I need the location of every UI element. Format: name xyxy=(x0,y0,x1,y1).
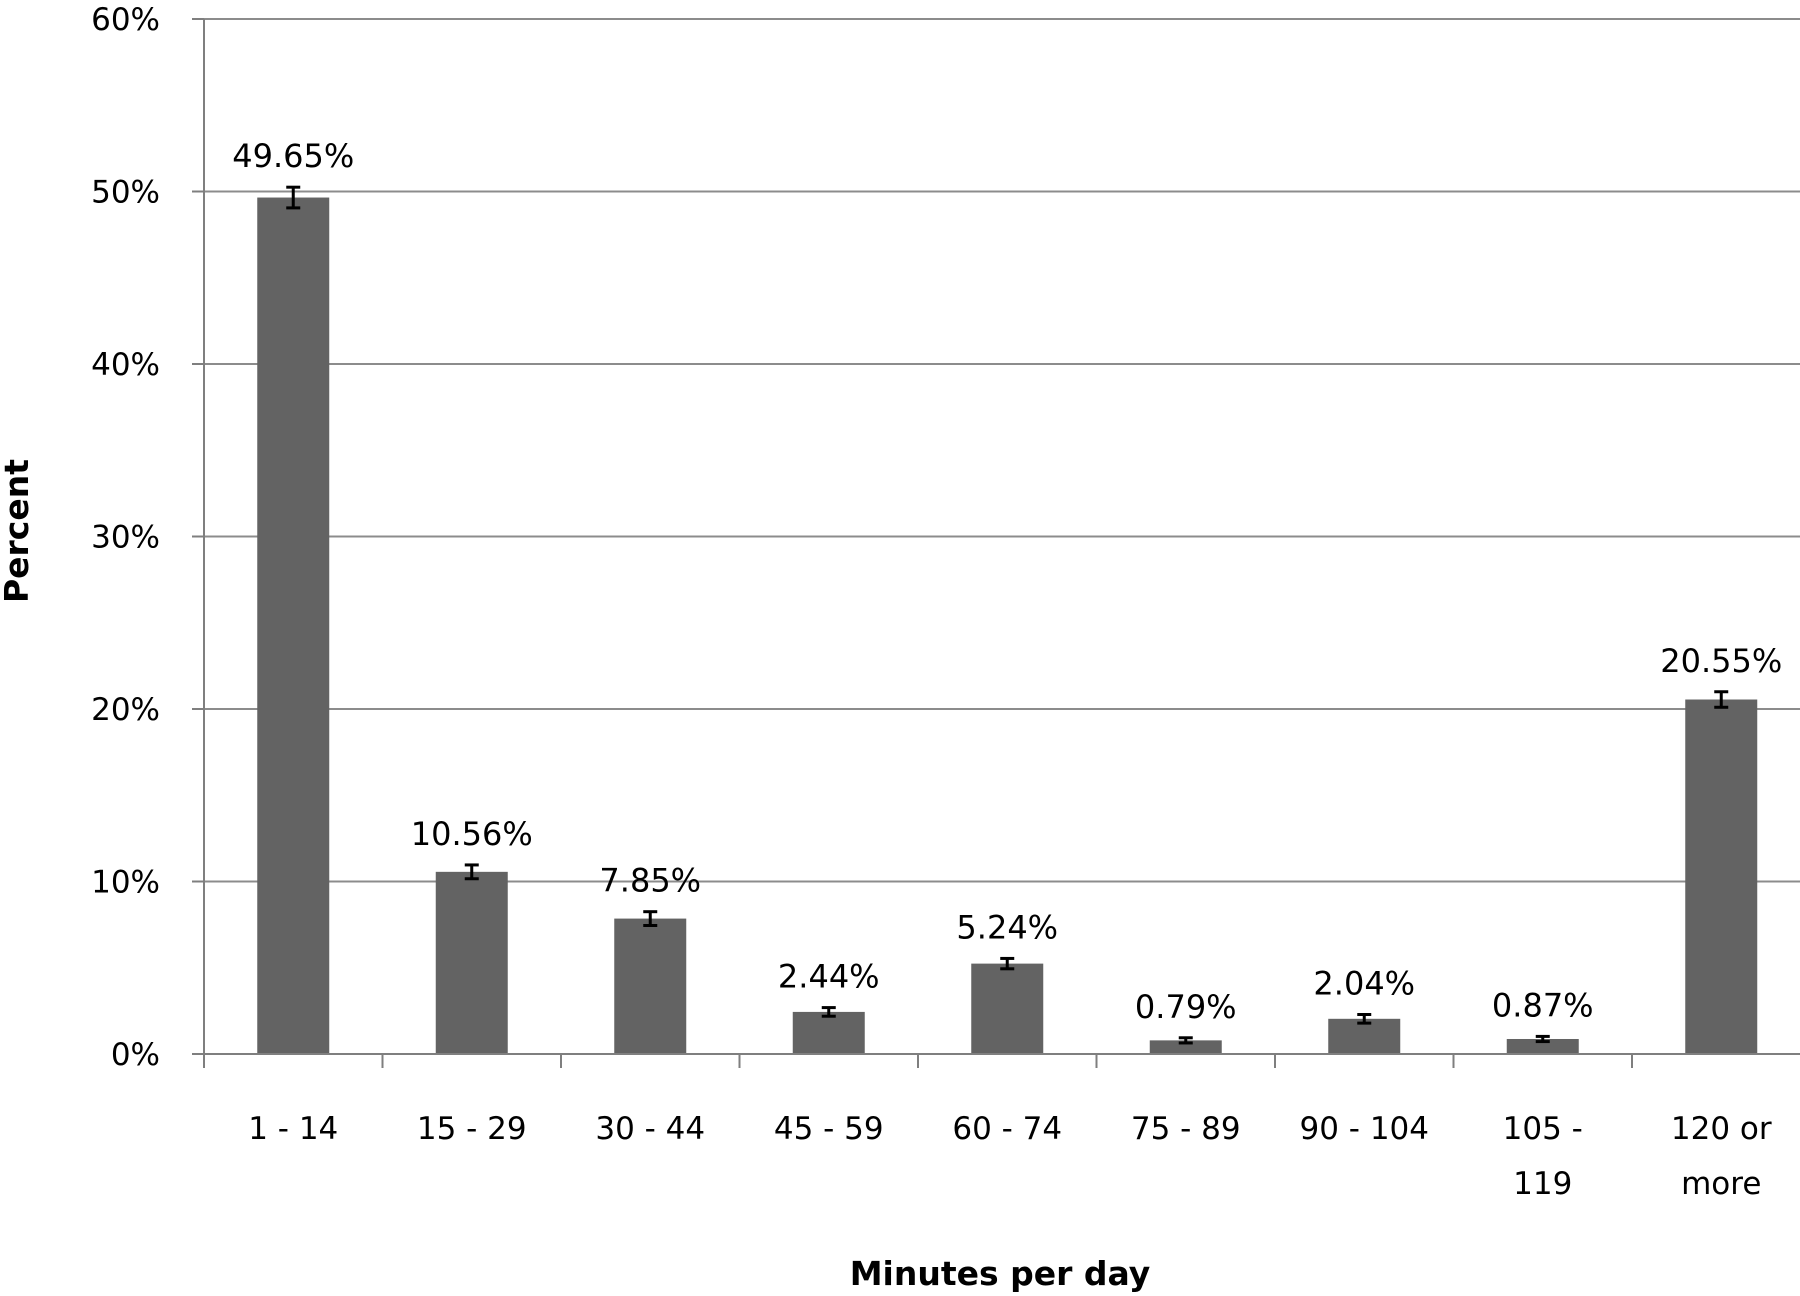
bar xyxy=(792,1011,865,1054)
x-tick-label: 30 - 44 xyxy=(595,1111,705,1147)
data-label: 2.04% xyxy=(1313,964,1415,1002)
x-tick-label: 90 - 104 xyxy=(1299,1111,1429,1147)
data-label: 10.56% xyxy=(411,815,533,853)
x-tick-label: 75 - 89 xyxy=(1131,1111,1241,1147)
data-label: 0.79% xyxy=(1135,988,1237,1026)
axes xyxy=(192,18,1800,1068)
x-tick-label: 1 - 14 xyxy=(248,1111,338,1147)
x-tick-label: 15 - 29 xyxy=(417,1111,527,1147)
bar xyxy=(614,918,687,1054)
data-label: 0.87% xyxy=(1492,986,1594,1024)
bar xyxy=(1506,1038,1579,1054)
x-tick-label: 105 - 119 xyxy=(1503,1111,1583,1202)
y-tick-label: 10% xyxy=(91,865,160,901)
y-tick-label: 40% xyxy=(91,347,160,383)
x-tick-label-line: 15 - 29 xyxy=(417,1111,527,1147)
labels: 0% 10% 20% 30% 40% 50% 60% 49.65% 1 - 14 10.56% 15… xyxy=(91,2,1782,1202)
x-tick-label-line: 120 or xyxy=(1671,1111,1772,1147)
data-label: 49.65% xyxy=(232,137,354,175)
gridlines xyxy=(204,18,1800,883)
data-label: 2.44% xyxy=(778,958,880,996)
x-tick-label: 120 or more xyxy=(1671,1111,1772,1202)
x-tick-label: 60 - 74 xyxy=(952,1111,1062,1147)
bar xyxy=(1328,1018,1401,1054)
x-tick-label-line: 30 - 44 xyxy=(595,1111,705,1147)
x-tick-label-line: 119 xyxy=(1513,1166,1572,1202)
x-tick-label-line: 75 - 89 xyxy=(1131,1111,1241,1147)
data-label: 20.55% xyxy=(1660,642,1782,680)
bar xyxy=(1149,1040,1222,1054)
x-tick-label-line: 105 - xyxy=(1503,1111,1583,1147)
bar xyxy=(435,871,508,1054)
y-axis-title: Percent xyxy=(0,459,36,603)
y-tick-label: 0% xyxy=(111,1037,160,1073)
x-tick-label-line: more xyxy=(1681,1166,1761,1202)
y-tick-label: 20% xyxy=(91,692,160,728)
x-tick-label: 45 - 59 xyxy=(774,1111,884,1147)
x-tick-label-line: 60 - 74 xyxy=(952,1111,1062,1147)
y-tick-label: 30% xyxy=(91,520,160,556)
bar xyxy=(257,197,330,1055)
data-label: 5.24% xyxy=(956,908,1058,946)
y-tick-label: 50% xyxy=(91,175,160,211)
x-tick-label-line: 45 - 59 xyxy=(774,1111,884,1147)
x-axis-title: Minutes per day xyxy=(850,1254,1151,1293)
bar xyxy=(1685,699,1758,1054)
x-tick-label-line: 1 - 14 xyxy=(248,1111,338,1147)
data-label: 7.85% xyxy=(599,862,701,900)
y-tick-label: 60% xyxy=(91,2,160,38)
x-tick-label-line: 90 - 104 xyxy=(1299,1111,1429,1147)
bar xyxy=(971,963,1044,1054)
bars xyxy=(257,185,1758,1055)
